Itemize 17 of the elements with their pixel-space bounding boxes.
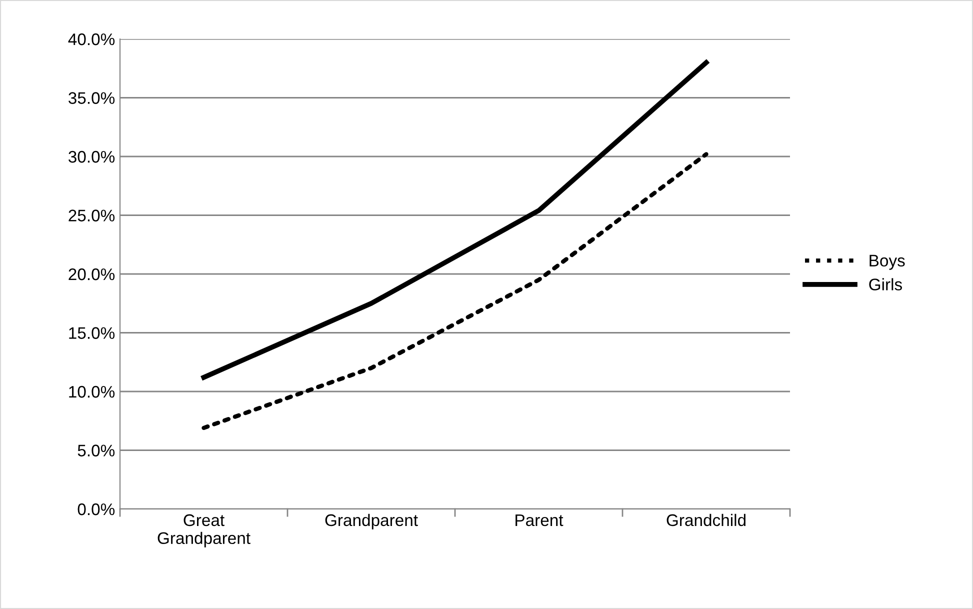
x-tick-label: Parent bbox=[516, 514, 564, 526]
line-series bbox=[202, 152, 708, 430]
x-tick-label: Great Grandparent bbox=[158, 514, 250, 548]
y-tick-label: 30.0% bbox=[68, 150, 115, 163]
y-tick-label: 25.0% bbox=[68, 210, 115, 222]
y-tick-label: 5.0% bbox=[78, 444, 115, 456]
x-tick-label: Grandchild bbox=[666, 514, 746, 526]
y-tick-label: 20.0% bbox=[68, 268, 115, 280]
y-tick-label: 40.0% bbox=[68, 33, 115, 46]
y-tick-label: 10.0% bbox=[69, 386, 115, 398]
legend-label: Girls bbox=[869, 278, 902, 290]
x-tick-label: Grandparent bbox=[325, 514, 418, 530]
y-tick-label: 35.0% bbox=[68, 92, 115, 104]
y-tick-label: 0.0% bbox=[78, 503, 115, 516]
legend-label: Boys bbox=[870, 254, 905, 270]
y-tick-label: 15.0% bbox=[69, 327, 115, 339]
line-series bbox=[201, 60, 709, 380]
